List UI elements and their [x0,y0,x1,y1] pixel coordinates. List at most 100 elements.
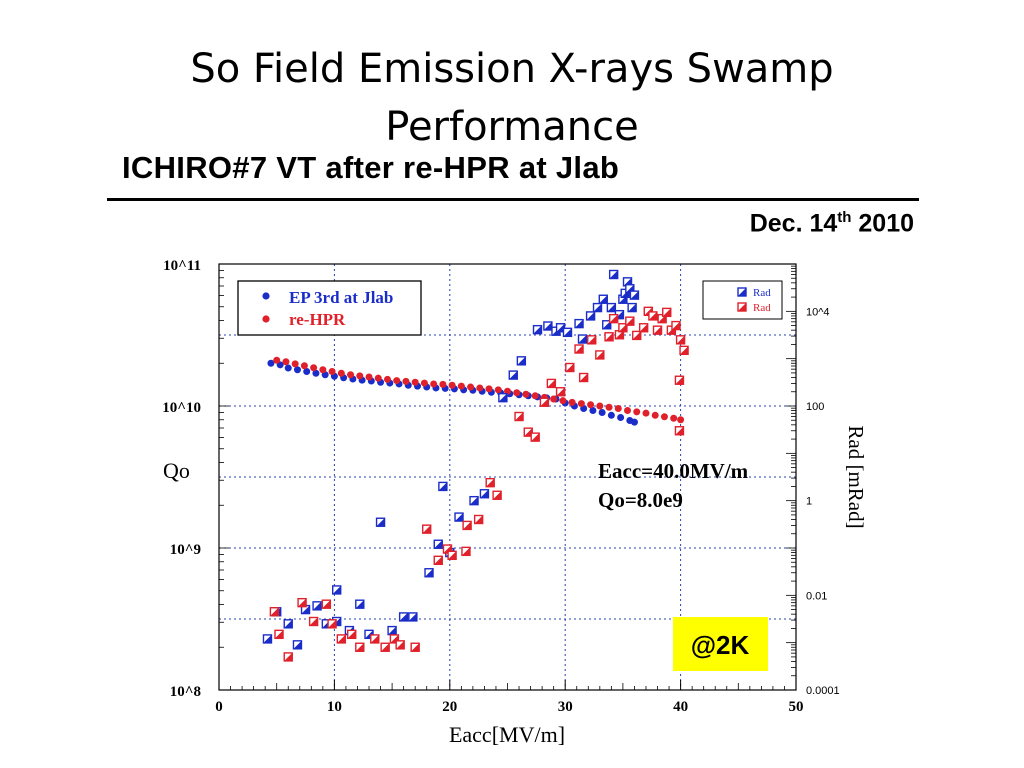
rad-point-blue [479,489,490,499]
rad-point-blue-fill [609,270,618,279]
rad-point-blue [532,324,543,335]
rad-point-red-fill [463,521,472,530]
rad-point-red [608,313,619,324]
rad-point-red [370,634,380,644]
annotation-eacc: Eacc=40.0MV/m [598,459,749,483]
qo-point-rehpr [494,386,502,394]
rad-point-red-fill [422,525,431,534]
rad-point-red-fill [615,330,624,339]
qo-point-rehpr [476,384,484,392]
rad-point-blue [629,290,640,300]
rad-point-blue-fill [599,295,608,304]
qo-point-rehpr [513,389,521,397]
legend-marker-rad-red-fill [738,303,746,311]
rad-point-blue [577,334,588,344]
rad-point-red-fill [524,428,533,437]
rad-point-red [662,307,672,318]
qo-point-ep3 [267,359,275,367]
qo-point-rehpr [365,373,373,381]
rad-point-red-fill [434,556,443,565]
rad-point-red-fill [579,373,588,382]
qo-point-rehpr [624,406,632,414]
x-tick-label: 20 [442,699,457,715]
rad-point-red-fill [632,331,641,340]
rad-point-blue-fill [301,605,310,614]
qo-point-rehpr [651,411,659,419]
qo-point-rehpr [633,408,641,416]
rad-point-red [492,490,502,500]
rad-point-red-fill [337,634,346,643]
rad-point-red-fill [675,376,684,385]
rad-point-red [433,555,443,565]
qo-point-rehpr [577,400,585,408]
rad-point-blue-fill [607,303,616,312]
qo-point-rehpr [670,414,678,422]
qo-point-rehpr [291,360,299,368]
qo-point-ep3 [293,366,301,374]
rad-point-blue [433,539,443,549]
rad-point-blue [262,634,273,644]
figure-date: Dec. 14th 2010 [750,209,914,238]
rad-point-blue [602,320,612,330]
rad-point-red-fill [587,335,596,344]
rad-point-red-fill [270,607,279,616]
qo-point-rehpr [411,378,419,386]
rad-point-red-fill [540,398,549,407]
y2-axis-label: Rad [mRad] [844,425,868,528]
rad-point-red-fill [639,323,648,332]
qo-point-rehpr [347,371,355,379]
rad-point-red [587,335,597,345]
y2-tick-label: 1 [806,496,812,508]
rad-point-red [321,599,332,609]
qo-point-rehpr [337,369,345,377]
x-tick-label: 50 [789,699,804,715]
rad-point-red [675,335,686,345]
y-tick-label: 10^11 [163,258,201,274]
qo-point-rehpr [420,379,428,387]
legend-left-box [237,280,422,336]
rad-point-blue-fill [563,328,572,337]
qo-point-rehpr [282,358,290,366]
y-tick-label: 10^8 [170,684,201,700]
rad-point-blue [562,327,573,338]
rad-point-blue-fill [399,612,408,621]
rad-point-blue-fill [313,601,322,610]
rad-point-red-fill [284,652,293,661]
rad-point-blue-fill [543,321,552,330]
rad-point-red [327,619,337,629]
rad-point-blue [283,619,293,629]
legend-label-ep3: EP 3rd at Jlab [289,288,393,307]
qo-point-rehpr [596,402,604,410]
rad-point-red [604,332,614,342]
qo-point-rehpr [677,416,685,424]
rad-point-blue [292,640,303,650]
rad-point-blue-fill [509,371,518,380]
rad-point-red [269,607,280,617]
y-tick-label: 10^10 [162,400,201,416]
qo-point-rehpr [485,385,493,393]
rad-point-blue-fill [578,335,587,344]
qo-point-rehpr [605,403,613,411]
rad-point-blue-fill [455,513,464,522]
rad-point-blue-fill [498,393,507,402]
qo-point-rehpr [300,362,308,370]
y2-tick-label: 10^4 [806,306,830,318]
slide-title-line-2: Performance [385,104,639,150]
rad-point-blue-fill [593,303,602,312]
rad-point-red [671,320,681,331]
rad-point-red [652,325,663,335]
rad-point-blue-fill [586,311,595,320]
rad-point-blue [424,568,434,578]
rad-point-red [674,426,685,436]
rad-point-blue-fill [470,496,479,505]
legend-marker-rad-blue-fill [738,288,746,296]
rad-point-blue-fill [517,356,526,365]
rad-point-red [410,642,420,652]
rad-point-blue [592,302,603,313]
rad-point-red-fill [309,617,318,626]
qo-point-rehpr [356,372,364,380]
rad-point-blue-fill [575,319,584,328]
rad-point-red [574,344,584,354]
badge-background [673,617,768,671]
qo-point-rehpr [319,366,327,374]
